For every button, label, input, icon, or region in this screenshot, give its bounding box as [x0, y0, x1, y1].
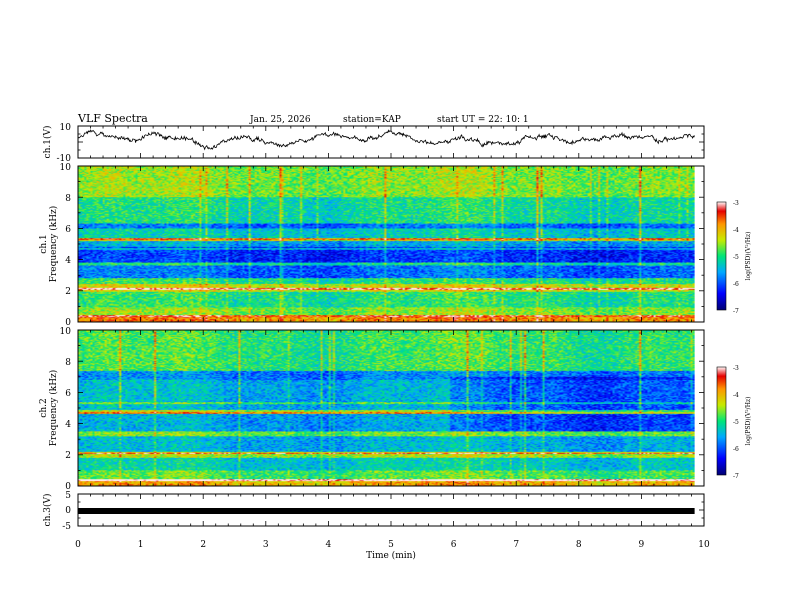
ch3-ytick-mid: 0 — [65, 506, 71, 516]
cbar1-tick-m5: -5 — [733, 254, 739, 261]
spec1-ytick-6: 6 — [65, 225, 71, 235]
header-date: Jan. 25, 2026 — [249, 115, 311, 125]
cbar1-label: log(PSD)(V²/Hz) — [745, 232, 752, 281]
x-axis-title: Time (min) — [366, 550, 416, 561]
ch1-colorbar-frame — [716, 201, 727, 311]
cbar1-tick-m7: -7 — [733, 308, 739, 315]
spec2-ylabel-frequency: Frequency (kHz) — [48, 370, 59, 447]
ch2-colorbar-gradient — [717, 367, 726, 475]
spec2-ylabel-channel: ch.2 — [39, 398, 49, 417]
x-tick-label: 10 — [698, 540, 710, 550]
figure-title: VLF Spectra — [77, 112, 148, 125]
ch3-voltage-ylabel: ch.3(V) — [42, 494, 53, 527]
cbar1-tick-m6: -6 — [733, 281, 739, 288]
ch3-voltage-trace — [78, 508, 695, 514]
cbar2-label: log(PSD)(V²/Hz) — [745, 397, 752, 446]
ch1-ytick-top: 10 — [60, 123, 72, 133]
x-tick-label: 0 — [75, 540, 81, 550]
ch1-voltage-ylabel: ch.1(V) — [42, 126, 53, 159]
spec2-ytick-2: 2 — [65, 451, 71, 461]
spec2-ytick-10: 10 — [60, 327, 72, 337]
spec1-ylabel-frequency: Frequency (kHz) — [48, 206, 59, 283]
spec2-ytick-6: 6 — [65, 389, 71, 399]
spec2-ytick-8: 8 — [65, 358, 71, 368]
spec1-ytick-2: 2 — [65, 287, 71, 297]
cbar2-tick-m5: -5 — [733, 419, 739, 426]
ch1-colorbar-gradient — [717, 202, 726, 310]
ch2-spectrogram-panel: 0 2 4 6 8 10 ch.2 Frequency (kHz) -3 -4 … — [39, 327, 752, 492]
ch1-voltage-trace — [77, 129, 695, 151]
x-tick-label: 4 — [326, 540, 332, 550]
ch2-spectrogram-image — [78, 330, 695, 486]
cbar1-tick-m4: -4 — [733, 227, 739, 234]
ch1-voltage-panel: 10 -10 ch.1(V) — [42, 123, 705, 164]
x-tick-label: 9 — [639, 540, 645, 550]
x-tick-label: 2 — [200, 540, 206, 550]
x-tick-label: 5 — [388, 540, 394, 550]
cbar2-tick-m3: -3 — [733, 365, 739, 372]
spec2-ytick-4: 4 — [65, 420, 71, 430]
header-station: station=KAP — [343, 115, 401, 125]
x-tick-label: 7 — [513, 540, 519, 550]
spec1-ylabel-channel: ch.1 — [39, 234, 49, 253]
header-start-time: start UT = 22: 10: 1 — [437, 115, 529, 125]
cbar2-tick-m7: -7 — [733, 473, 739, 480]
spec2-ytick-0: 0 — [65, 482, 71, 492]
time-axis-ticks — [77, 125, 705, 527]
x-tick-label: 3 — [263, 540, 269, 550]
ch1-spectrogram-image — [78, 166, 695, 322]
time-axis-labels: 0 1 2 3 4 5 6 7 8 9 10 — [75, 540, 710, 550]
x-tick-label: 1 — [138, 540, 144, 550]
ch1-spectrogram-panel: 0 2 4 6 8 10 ch.1 Frequency (kHz) -3 -4 … — [39, 163, 752, 328]
ch3-ytick-top: 5 — [65, 491, 71, 501]
spec1-ytick-4: 4 — [65, 256, 71, 266]
cbar2-tick-m6: -6 — [733, 446, 739, 453]
cbar1-tick-m3: -3 — [733, 200, 739, 207]
x-tick-label: 6 — [451, 540, 457, 550]
cbar2-tick-m4: -4 — [733, 392, 739, 399]
ch3-ytick-bottom: -5 — [62, 522, 71, 532]
spec1-ytick-8: 8 — [65, 194, 71, 204]
ch2-colorbar-frame — [716, 366, 727, 476]
spec1-ytick-0: 0 — [65, 318, 71, 328]
x-tick-label: 8 — [576, 540, 582, 550]
spec1-ytick-10: 10 — [60, 163, 72, 173]
ch3-voltage-panel: 5 0 -5 ch.3(V) — [42, 491, 705, 532]
ch1-ytick-bottom: -10 — [57, 154, 72, 164]
